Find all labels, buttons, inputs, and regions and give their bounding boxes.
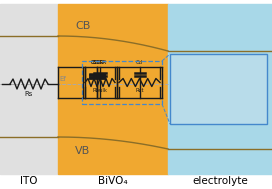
Text: ☀: ☀ bbox=[253, 84, 263, 94]
Text: ↓: ↓ bbox=[232, 105, 241, 115]
Text: CSCR: CSCR bbox=[90, 60, 104, 65]
Text: Rct: Rct bbox=[175, 84, 188, 94]
Bar bbox=[82, 61, 162, 104]
Text: ↓↓: ↓↓ bbox=[190, 105, 208, 115]
Text: Rct: Rct bbox=[135, 88, 144, 94]
Bar bbox=[0, 4, 58, 174]
Text: Rbulk: Rbulk bbox=[204, 84, 226, 94]
Text: CSCR: CSCR bbox=[90, 60, 104, 65]
Text: ↓: ↓ bbox=[232, 84, 241, 94]
Text: Cd: Cd bbox=[136, 60, 143, 65]
Text: ITO: ITO bbox=[20, 176, 38, 186]
Text: Rbulk: Rbulk bbox=[204, 105, 226, 115]
Text: 》: 》 bbox=[190, 64, 195, 73]
Text: VB: VB bbox=[75, 146, 90, 156]
Text: ↓↓: ↓↓ bbox=[190, 84, 208, 94]
Text: Rct: Rct bbox=[175, 64, 188, 73]
Text: 🌙: 🌙 bbox=[255, 63, 261, 73]
Text: Rbulk: Rbulk bbox=[92, 88, 107, 94]
Bar bbox=[58, 4, 168, 174]
Bar bbox=[168, 4, 272, 174]
Text: Ef: Ef bbox=[59, 76, 66, 82]
Text: BiVO₄: BiVO₄ bbox=[98, 176, 128, 186]
Text: CB: CB bbox=[75, 21, 90, 31]
Text: electrolyte: electrolyte bbox=[192, 176, 248, 186]
Text: CSCR: CSCR bbox=[93, 60, 107, 65]
Text: Rbulk: Rbulk bbox=[204, 64, 226, 73]
Text: Rs: Rs bbox=[25, 91, 33, 97]
Text: doping: doping bbox=[240, 107, 264, 113]
Text: Rct: Rct bbox=[175, 105, 188, 115]
Bar bbox=[170, 54, 267, 124]
